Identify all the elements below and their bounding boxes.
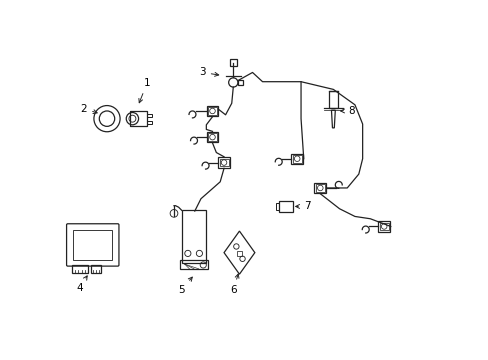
- Bar: [182, 210, 206, 263]
- Bar: [378, 221, 389, 231]
- Text: 5: 5: [178, 277, 192, 294]
- Bar: [73, 230, 112, 260]
- Bar: [379, 222, 388, 230]
- Text: 8: 8: [340, 106, 354, 116]
- Bar: [206, 132, 218, 142]
- Text: 7: 7: [295, 202, 310, 211]
- Bar: [315, 184, 324, 192]
- Bar: [278, 201, 292, 212]
- Bar: [206, 106, 218, 116]
- Bar: [275, 203, 278, 210]
- Bar: [207, 133, 217, 141]
- Bar: [237, 251, 241, 256]
- Bar: [292, 155, 301, 162]
- Text: 3: 3: [199, 67, 218, 77]
- Bar: [91, 265, 101, 274]
- Bar: [147, 121, 151, 125]
- Bar: [314, 183, 325, 193]
- Bar: [328, 91, 337, 108]
- Text: 4: 4: [76, 276, 87, 293]
- Text: 2: 2: [81, 104, 97, 114]
- Bar: [229, 59, 236, 66]
- Bar: [291, 153, 303, 164]
- Bar: [130, 111, 147, 126]
- Bar: [218, 157, 229, 168]
- Bar: [207, 107, 217, 115]
- Text: 6: 6: [229, 274, 239, 294]
- Bar: [147, 114, 151, 117]
- Text: 1: 1: [139, 78, 150, 103]
- Bar: [180, 260, 207, 269]
- Bar: [72, 265, 87, 274]
- Bar: [238, 80, 243, 85]
- Bar: [219, 159, 228, 166]
